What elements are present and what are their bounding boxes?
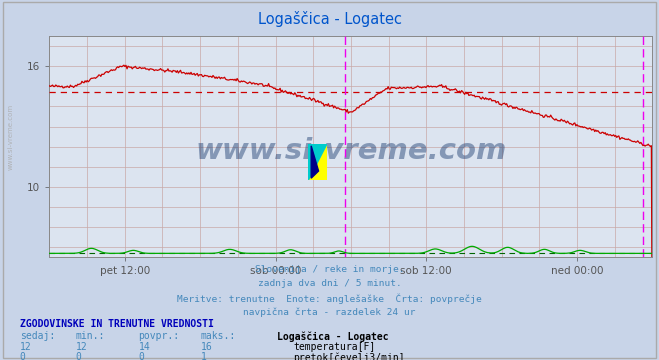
Text: 12: 12: [76, 342, 88, 352]
Text: pretok[čevelj3/min]: pretok[čevelj3/min]: [293, 352, 405, 360]
Text: 12: 12: [20, 342, 32, 352]
Text: Logaščica - Logatec: Logaščica - Logatec: [258, 11, 401, 27]
Polygon shape: [311, 146, 318, 178]
Text: 0: 0: [76, 352, 82, 360]
Text: www.si-vreme.com: www.si-vreme.com: [8, 104, 14, 170]
Text: temperatura[F]: temperatura[F]: [293, 342, 376, 352]
Text: sedaj:: sedaj:: [20, 331, 55, 341]
Text: povpr.:: povpr.:: [138, 331, 179, 341]
Text: ZGODOVINSKE IN TRENUTNE VREDNOSTI: ZGODOVINSKE IN TRENUTNE VREDNOSTI: [20, 319, 214, 329]
Text: Logaščica - Logatec: Logaščica - Logatec: [277, 331, 388, 342]
Text: 1: 1: [201, 352, 207, 360]
Text: maks.:: maks.:: [201, 331, 236, 341]
Text: Slovenija / reke in morje.: Slovenija / reke in morje.: [255, 265, 404, 274]
Text: 0: 0: [20, 352, 26, 360]
Text: Meritve: trenutne  Enote: anglešaške  Črta: povprečje: Meritve: trenutne Enote: anglešaške Črta…: [177, 293, 482, 304]
Text: www.si-vreme.com: www.si-vreme.com: [195, 137, 507, 165]
Polygon shape: [308, 144, 327, 180]
Text: zadnja dva dni / 5 minut.: zadnja dva dni / 5 minut.: [258, 279, 401, 288]
Text: navpična črta - razdelek 24 ur: navpična črta - razdelek 24 ur: [243, 308, 416, 317]
Text: 16: 16: [201, 342, 213, 352]
Text: 0: 0: [138, 352, 144, 360]
Text: min.:: min.:: [76, 331, 105, 341]
Text: 14: 14: [138, 342, 150, 352]
Polygon shape: [308, 144, 327, 180]
